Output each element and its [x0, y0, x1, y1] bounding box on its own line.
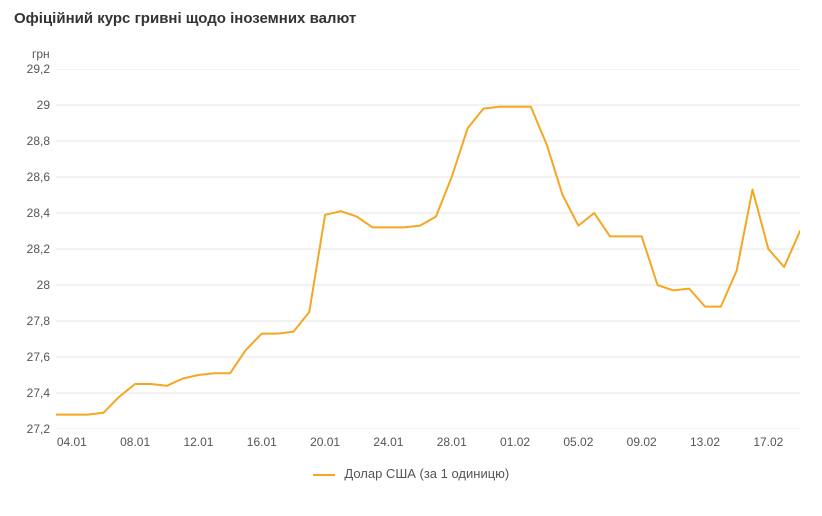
y-tick-label: 27,2	[16, 422, 50, 436]
x-tick-label: 05.02	[563, 435, 593, 449]
y-tick-label: 28,6	[16, 170, 50, 184]
legend: Долар США (за 1 одиницю)	[12, 466, 810, 481]
x-tick-label: 17.02	[753, 435, 783, 449]
x-tick-label: 28.01	[437, 435, 467, 449]
y-tick-label: 29,2	[16, 62, 50, 76]
x-tick-label: 12.01	[183, 435, 213, 449]
x-tick-label: 24.01	[373, 435, 403, 449]
plot-svg	[56, 69, 800, 429]
y-tick-label: 29	[16, 98, 50, 112]
y-unit-label: грн	[32, 47, 50, 61]
x-tick-label: 16.01	[247, 435, 277, 449]
x-tick-label: 08.01	[120, 435, 150, 449]
y-tick-label: 28	[16, 278, 50, 292]
y-tick-label: 28,8	[16, 134, 50, 148]
x-tick-label: 20.01	[310, 435, 340, 449]
series-line	[56, 107, 800, 415]
x-tick-label: 13.02	[690, 435, 720, 449]
chart-area: Долар США (за 1 одиницю) грн29,2 29 28,8 28…	[12, 41, 810, 481]
y-tick-label: 28,2	[16, 242, 50, 256]
x-tick-label: 04.01	[57, 435, 87, 449]
chart-title: Офіційний курс гривні щодо іноземних вал…	[14, 10, 810, 27]
chart-container: Офіційний курс гривні щодо іноземних вал…	[0, 0, 822, 516]
y-tick-label: 28,4	[16, 206, 50, 220]
x-tick-label: 09.02	[627, 435, 657, 449]
y-tick-label: 27,8	[16, 314, 50, 328]
y-tick-label: 27,6	[16, 350, 50, 364]
y-tick-label: 27,4	[16, 386, 50, 400]
legend-label: Долар США (за 1 одиницю)	[344, 466, 509, 481]
legend-swatch	[313, 474, 335, 476]
x-tick-label: 01.02	[500, 435, 530, 449]
